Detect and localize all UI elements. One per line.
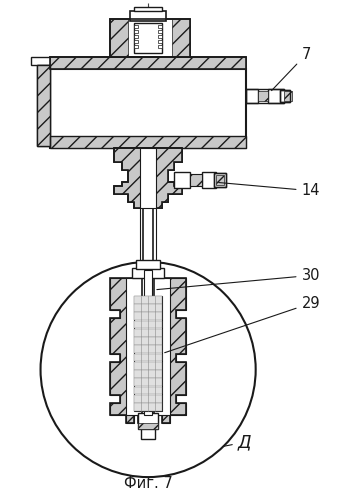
Bar [268,88,284,102]
Bar [110,19,190,57]
Text: 29: 29 [165,296,320,352]
Bar [202,172,216,188]
Bar [134,337,162,345]
Bar [136,260,160,269]
Bar [134,395,162,402]
Text: 30: 30 [157,268,320,289]
Text: Фиг. 7: Фиг. 7 [124,476,172,491]
Bar [134,7,162,11]
Bar [158,30,162,33]
Bar [134,40,138,43]
Bar [134,35,138,38]
Bar [134,312,162,320]
Bar [138,424,158,430]
Bar [158,40,162,43]
Bar [134,304,162,312]
Bar [214,174,226,187]
Text: 7: 7 [271,47,311,90]
Polygon shape [110,278,186,424]
Bar [37,64,50,146]
Text: 14: 14 [219,182,320,198]
Bar [134,296,162,304]
Bar [134,346,162,353]
Bar [134,25,138,28]
Bar [140,148,156,268]
Bar [172,19,190,57]
Bar [134,386,162,394]
Bar [138,414,158,430]
Bar [132,268,164,278]
Bar [110,19,190,57]
Circle shape [40,262,256,477]
Bar [37,64,50,146]
Bar [144,270,152,416]
Bar [134,23,162,53]
Bar [140,148,156,208]
Bar [158,25,162,28]
Bar [50,136,246,148]
Bar [190,174,202,186]
Bar [134,320,162,328]
Bar [284,90,291,101]
Bar [258,90,268,101]
Bar [190,174,202,186]
Bar [134,296,162,412]
Polygon shape [114,148,182,208]
Bar [134,403,162,411]
Bar [246,88,284,102]
Bar [31,57,52,64]
Bar [279,90,290,102]
Polygon shape [114,148,182,208]
Bar [158,35,162,38]
Bar [142,270,154,416]
Bar [141,430,155,440]
Bar [158,45,162,48]
Bar [37,64,50,146]
Bar [134,45,138,48]
Bar [134,362,162,370]
Text: Д: Д [223,433,251,451]
Bar [134,370,162,378]
Bar [246,88,258,102]
Bar [134,30,138,33]
Bar [130,11,166,21]
Bar [50,68,246,148]
Bar [134,329,162,336]
Bar [50,57,246,68]
Bar [279,90,290,102]
Bar [214,174,226,187]
Bar [174,172,190,188]
Bar [134,354,162,362]
Bar [50,57,246,68]
Bar [216,176,224,186]
Bar [110,19,128,57]
Bar [143,148,153,268]
Bar [134,378,162,386]
Bar [50,57,246,68]
Bar [50,136,246,148]
Bar [126,278,170,415]
